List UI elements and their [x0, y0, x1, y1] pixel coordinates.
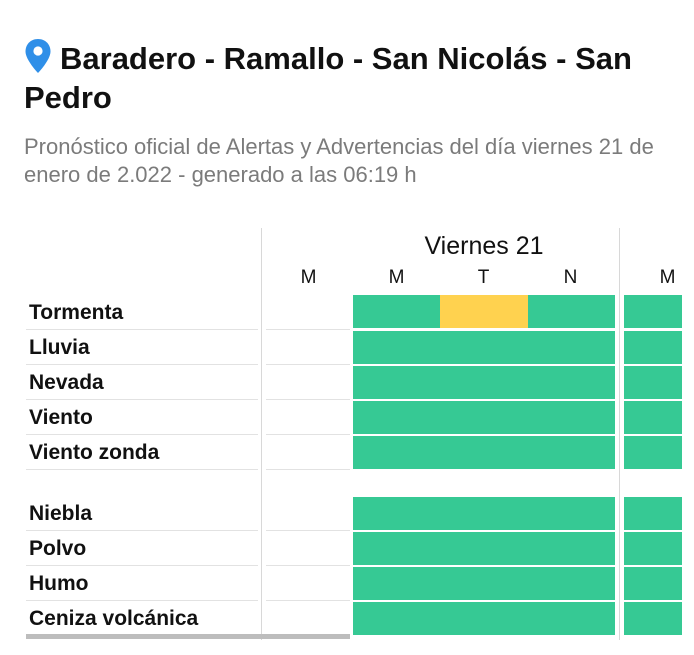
row-separator	[26, 600, 258, 601]
row-label-tormenta: Tormenta	[29, 301, 124, 324]
column-header-night: N	[563, 267, 578, 288]
alert-cell-niebla-next[interactable]	[624, 497, 682, 530]
alert-cell-viento-zonda-next[interactable]	[624, 436, 682, 469]
row-separator	[26, 469, 258, 470]
alert-cell-polvo-next[interactable]	[624, 532, 682, 565]
row-separator	[26, 434, 258, 435]
row-separator	[266, 329, 350, 330]
page-header: Baradero - Ramallo - San Nicolás - San P…	[24, 38, 684, 117]
alert-cell-tormenta-night[interactable]	[528, 295, 615, 328]
column-header-morning-prev: M	[300, 267, 317, 288]
alert-cell-viento-zonda[interactable]	[353, 436, 615, 469]
alert-cell-viento-next[interactable]	[624, 401, 682, 434]
alert-cell-viento[interactable]	[353, 401, 615, 434]
horizontal-scrollbar[interactable]	[26, 634, 350, 639]
alert-cell-nevada[interactable]	[353, 366, 615, 399]
forecast-subtitle: Pronóstico oficial de Alertas y Adverten…	[24, 134, 654, 187]
alert-cell-tormenta-morning[interactable]	[353, 295, 440, 328]
row-separator	[26, 329, 258, 330]
row-separator	[266, 530, 350, 531]
row-separator	[26, 565, 258, 566]
alert-cell-polvo[interactable]	[353, 532, 615, 565]
row-separator	[266, 469, 350, 470]
day-header: Viernes 21	[424, 232, 544, 260]
alert-cell-tormenta-next[interactable]	[624, 295, 682, 328]
column-divider	[261, 228, 262, 640]
page-title: Baradero - Ramallo - San Nicolás - San P…	[24, 38, 684, 117]
row-separator	[266, 434, 350, 435]
alert-cell-humo[interactable]	[353, 567, 615, 600]
row-label-nevada: Nevada	[29, 371, 104, 394]
row-label-polvo: Polvo	[29, 537, 87, 560]
alert-cell-nevada-next[interactable]	[624, 366, 682, 399]
alert-cell-ceniza-volcanica-next[interactable]	[624, 602, 682, 635]
alert-cell-tormenta-afternoon[interactable]	[440, 295, 528, 328]
column-header-morning: M	[388, 267, 405, 288]
column-header-afternoon: T	[477, 267, 490, 288]
row-label-niebla: Niebla	[29, 502, 93, 525]
row-separator	[266, 364, 350, 365]
row-separator	[26, 364, 258, 365]
row-label-ceniza-volcanica: Ceniza volcánica	[29, 607, 199, 630]
row-label-humo: Humo	[29, 572, 89, 595]
row-label-viento: Viento	[29, 406, 93, 429]
row-separator	[266, 399, 350, 400]
row-separator	[266, 565, 350, 566]
row-separator	[26, 399, 258, 400]
alert-cell-lluvia[interactable]	[353, 331, 615, 364]
column-header-morning-next: M	[659, 267, 676, 288]
row-label-viento-zonda: Viento zonda	[29, 441, 160, 464]
column-divider	[619, 228, 620, 640]
alert-cell-humo-next[interactable]	[624, 567, 682, 600]
alert-cell-lluvia-next[interactable]	[624, 331, 682, 364]
row-separator	[266, 600, 350, 601]
alert-cell-ceniza-volcanica[interactable]	[353, 602, 615, 635]
row-label-lluvia: Lluvia	[29, 336, 90, 359]
alert-cell-niebla[interactable]	[353, 497, 615, 530]
location-pin-icon	[25, 39, 51, 73]
row-separator	[26, 530, 258, 531]
location-name: Baradero - Ramallo - San Nicolás - San P…	[24, 41, 632, 115]
